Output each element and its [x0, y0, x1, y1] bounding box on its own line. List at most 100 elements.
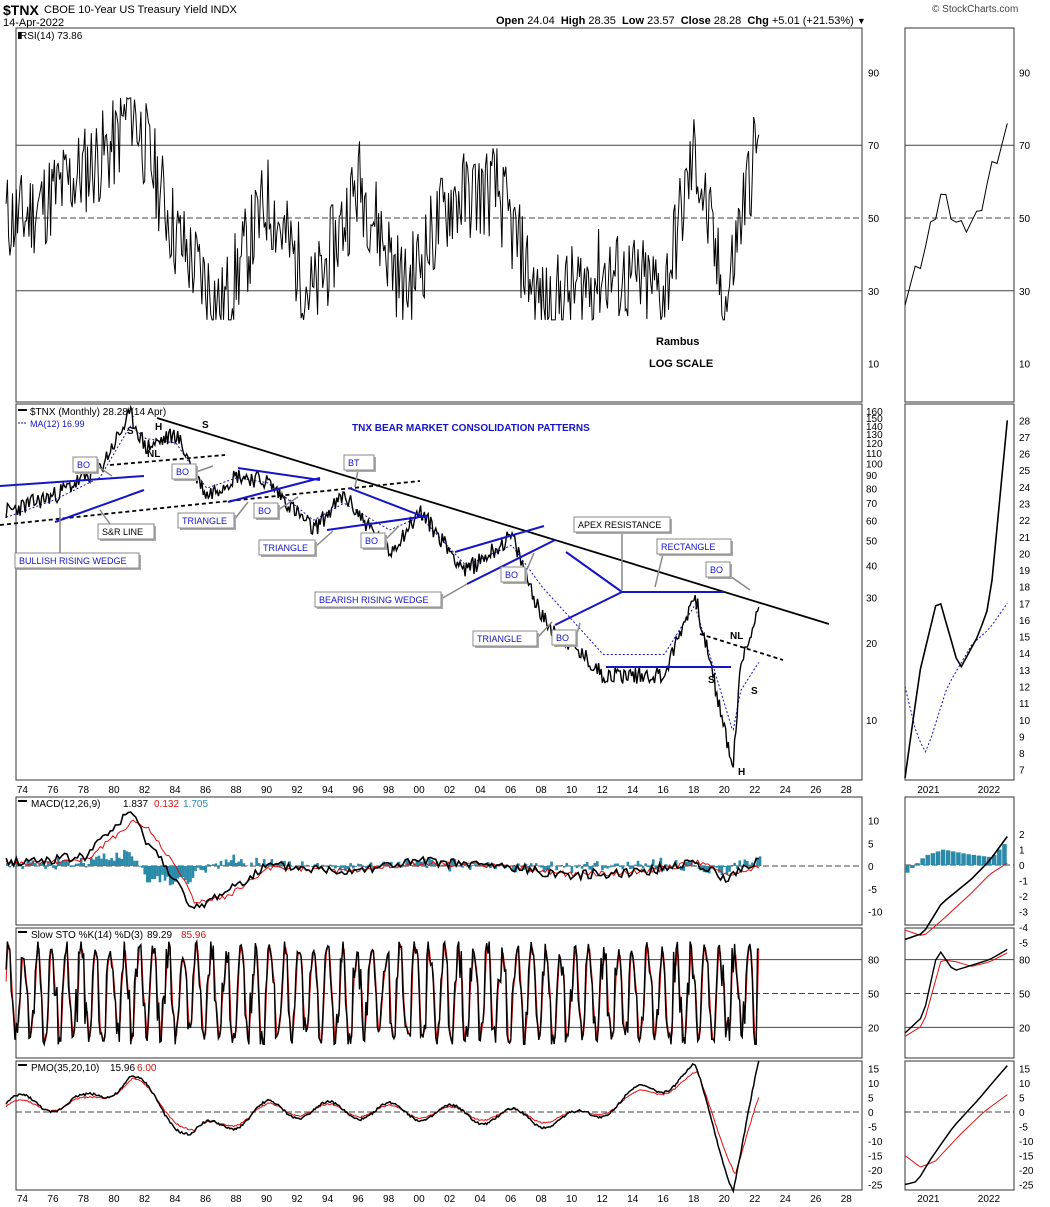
- macd-histogram-bar: [613, 863, 617, 866]
- macd-histogram-bar: [349, 863, 352, 866]
- macd-histogram-bar: [346, 866, 350, 870]
- pmo-tick--15: -15: [868, 1152, 883, 1163]
- pmo-tick-0: 0: [868, 1108, 874, 1119]
- price-frame: [15, 403, 863, 781]
- macd-histogram-bar: [555, 866, 558, 871]
- macd-histogram-bar: [588, 866, 591, 870]
- x-tick-label-lower-86: 86: [200, 1194, 212, 1205]
- macd-histogram-bar: [746, 860, 749, 866]
- macd-histogram-bar: [151, 866, 154, 880]
- price-tick-60: 60: [866, 516, 878, 527]
- x-tick-label-lower-98: 98: [383, 1194, 395, 1205]
- callout-label-sr_line: S&R LINE: [102, 527, 143, 537]
- rsi-side-tick-10: 10: [1019, 360, 1031, 371]
- macd-histogram-bar: [611, 866, 614, 867]
- macd-tick-0: 0: [868, 862, 874, 873]
- sto-side-k-line: [904, 948, 1008, 1034]
- macd-side-line: [904, 836, 1008, 941]
- callout-label-rectangle: RECTANGLE: [661, 542, 715, 552]
- bearish-wedge-top: [454, 525, 545, 553]
- price-legend-swatch: [18, 409, 27, 411]
- price-side-tick-10: 10: [1019, 716, 1031, 727]
- macd-histogram-bar: [664, 864, 668, 866]
- x-tick-label-upper-22: 22: [749, 785, 761, 796]
- patterns-title: TNX BEAR MARKET CONSOLIDATION PATTERNS: [352, 423, 590, 434]
- callout-pointer-triangle3: [536, 621, 553, 639]
- price-side-tick-24: 24: [1019, 483, 1031, 494]
- x-tick-label-lower-14: 14: [627, 1194, 639, 1205]
- macd-histogram-bar: [390, 861, 393, 866]
- x-tick-label-lower-28: 28: [841, 1194, 853, 1205]
- callout-box-triangle3: [472, 630, 538, 647]
- x-tick-label-upper-24: 24: [780, 785, 792, 796]
- pmo-side-signal-line: [904, 1094, 1008, 1168]
- macd-histogram-bar: [326, 866, 330, 868]
- macd-histogram-bar: [87, 863, 91, 866]
- macd-histogram-bar: [321, 864, 325, 866]
- x-tick-label-upper-28: 28: [841, 785, 853, 796]
- callout-pointer-triangle1: [233, 501, 249, 521]
- macd-histogram-bar: [191, 866, 195, 878]
- price-legend: $TNX (Monthly) 28.28 (14 Apr): [30, 407, 166, 418]
- macd-histogram-bar: [712, 866, 716, 867]
- pmo-tick-10: 10: [868, 1079, 880, 1090]
- macd-histogram-bar: [54, 866, 58, 870]
- macd-histogram-bar: [575, 866, 579, 869]
- pmo-side-tick--5: -5: [1019, 1123, 1028, 1134]
- macd-histogram-bar: [565, 863, 569, 866]
- macd-histogram-bar: [621, 866, 625, 870]
- macd-side-histogram-bar: [945, 850, 951, 865]
- dropdown-caret-icon[interactable]: ▼: [856, 16, 866, 26]
- triangle-1-top: [237, 467, 321, 481]
- pmo-tick--20: -20: [868, 1166, 883, 1177]
- macd-histogram-bar: [194, 866, 197, 872]
- macd-histogram-bar: [44, 866, 47, 869]
- macd-histogram-bar: [626, 861, 630, 866]
- pmo-legend-v2: 6.00: [137, 1063, 157, 1074]
- macd-histogram-bar: [616, 863, 619, 866]
- sto-tick-80: 80: [868, 956, 880, 967]
- macd-histogram-bar: [179, 866, 182, 878]
- macd-histogram-bar: [158, 866, 162, 883]
- pattern-mark-nl2: NL: [730, 631, 743, 642]
- macd-histogram-bar: [634, 864, 637, 866]
- sto-legend-v1: 89.29: [147, 930, 172, 941]
- rambus-label: Rambus: [656, 336, 699, 348]
- macd-histogram-bar: [115, 852, 119, 866]
- macd-tick-10: 10: [868, 817, 880, 828]
- x-tick-label-upper-90: 90: [261, 785, 273, 796]
- macd-side-histogram-bar: [971, 854, 977, 865]
- macd-histogram-bar: [316, 863, 319, 866]
- macd-side-tick--1: -1: [1019, 877, 1028, 888]
- rsi-side-tick-90: 90: [1019, 68, 1031, 79]
- macd-histogram-bar: [112, 860, 116, 866]
- price-tick-90: 90: [866, 471, 878, 482]
- macd-histogram-bar: [629, 866, 632, 869]
- price-tick-40: 40: [866, 562, 878, 573]
- macd-histogram-bar: [77, 863, 80, 866]
- rsi-tick-90: 90: [868, 68, 880, 79]
- callout-box-bo3: [253, 502, 279, 519]
- sto-side-d-line: [904, 952, 1008, 1037]
- macd-histogram-bar: [107, 860, 111, 866]
- callout-box-bo4: [360, 532, 386, 549]
- triangle-2-top: [348, 487, 428, 519]
- macd-histogram-bar: [562, 866, 566, 868]
- macd-histogram-bar: [278, 863, 281, 866]
- x-tick-label-upper-08: 08: [536, 785, 548, 796]
- macd-histogram-bar: [428, 858, 431, 866]
- x-tick-label-upper-98: 98: [383, 785, 395, 796]
- x-tick-label-upper-84: 84: [169, 785, 181, 796]
- x-tick-label-lower-04: 04: [475, 1194, 487, 1205]
- macd-histogram-bar: [641, 866, 645, 869]
- macd-histogram-bar: [227, 862, 230, 866]
- macd-histogram-bar: [517, 863, 520, 866]
- callout-box-bo7: [705, 561, 731, 578]
- macd-histogram-bar: [186, 866, 190, 884]
- macd-histogram-bar: [329, 864, 332, 866]
- macd-histogram-bar: [196, 866, 200, 868]
- macd-histogram-bar: [542, 866, 546, 872]
- macd-histogram-bar: [590, 866, 594, 873]
- macd-histogram-bar: [313, 864, 317, 866]
- macd-histogram-bar: [705, 866, 708, 873]
